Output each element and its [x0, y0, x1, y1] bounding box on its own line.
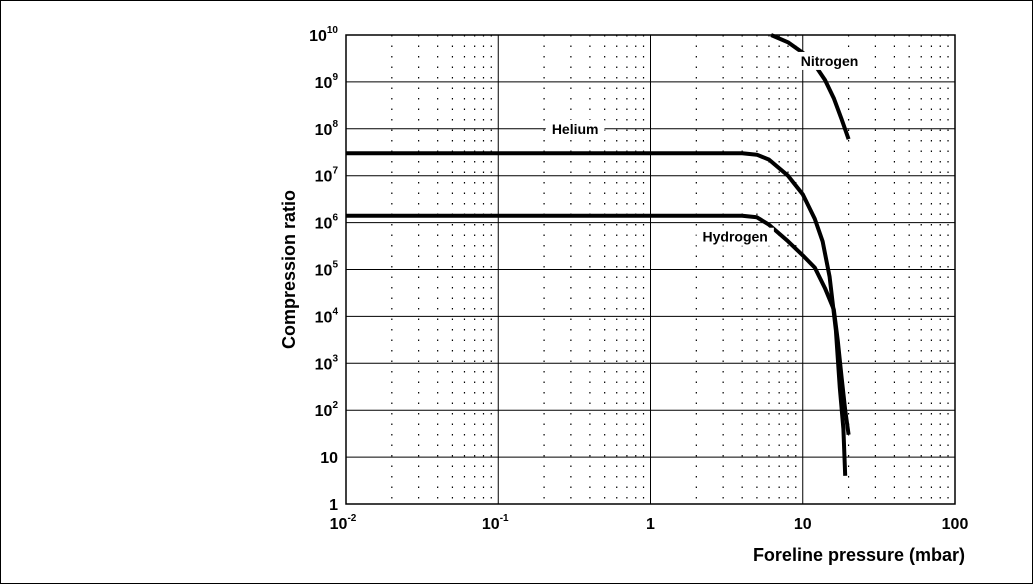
series-line-hydrogen	[346, 213, 851, 435]
series-labels: Nitrogen Helium Hydrogen	[545, 51, 865, 246]
y-tick-label: 102	[315, 400, 339, 420]
y-tick-labels: 1 10 102 103 104 105 106 107 108 109 1010	[309, 25, 338, 514]
series-label-hydrogen: Hydrogen	[703, 229, 768, 245]
series-label-background	[545, 119, 605, 138]
x-tick-label: 10-1	[482, 513, 509, 533]
x-tick-label: 10	[794, 516, 812, 533]
x-tick-label: 10-2	[330, 513, 357, 533]
series-lines	[346, 33, 851, 476]
y-tick-label: 103	[315, 353, 339, 373]
y-tick-label: 107	[315, 166, 339, 186]
y-tick-label: 104	[315, 306, 339, 326]
x-tick-labels: 10-2 10-1 1 10 100	[330, 513, 969, 533]
series-label-background	[794, 51, 865, 70]
y-tick-label: 109	[315, 72, 339, 92]
y-tick-label: 108	[315, 119, 339, 139]
series-label-helium: Helium	[552, 121, 599, 137]
x-axis-title: Foreline pressure (mbar)	[753, 545, 965, 565]
plot-area-border	[345, 34, 956, 505]
series-label-background	[696, 227, 774, 246]
major-grid	[346, 35, 955, 504]
series-label-nitrogen: Nitrogen	[801, 53, 859, 69]
y-tick-label: 1	[329, 497, 338, 514]
y-tick-label: 10	[320, 450, 338, 467]
y-tick-label: 106	[315, 213, 339, 233]
y-tick-label: 105	[315, 260, 339, 280]
series-line-helium	[346, 151, 848, 476]
x-tick-label: 1	[646, 516, 655, 533]
series-line-nitrogen	[770, 33, 851, 140]
y-tick-label: 1010	[309, 25, 338, 45]
x-tick-label: 100	[942, 516, 969, 533]
y-axis-title: Compression ratio	[279, 190, 299, 349]
